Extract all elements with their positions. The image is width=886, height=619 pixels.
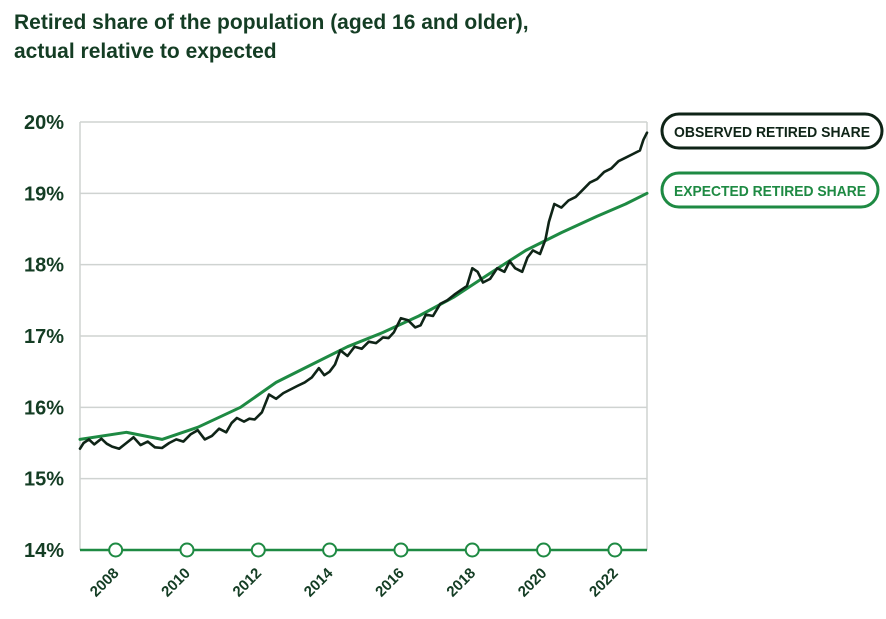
y-tick-label: 14%	[24, 540, 64, 562]
series-lines	[78, 131, 649, 451]
chart-title: Retired share of the population (aged 16…	[14, 8, 654, 66]
x-tick-label: 2008	[87, 565, 123, 601]
series-line-observed	[78, 131, 649, 451]
y-tick-label: 20%	[24, 112, 64, 134]
x-tick-label: 2014	[301, 564, 337, 600]
x-tick-marker	[536, 542, 552, 558]
y-tick-label: 16%	[24, 397, 64, 419]
y-tick-label: 15%	[24, 469, 64, 491]
x-tick-label: 2010	[158, 565, 194, 601]
x-axis: 2008 2010 2012 2014 2016 2018 2020 2022	[80, 542, 647, 601]
chart-title-line-1: Retired share of the population (aged 16…	[14, 11, 529, 34]
x-tick-label: 2018	[443, 565, 479, 601]
chart-title-line-2: actual relative to expected	[14, 40, 277, 63]
legend-label-observed: OBSERVED RETIRED SHARE	[674, 124, 870, 141]
x-tick-label: 2012	[230, 565, 266, 601]
x-tick-label: 2016	[372, 565, 408, 601]
legend-item-expected[interactable]: EXPECTED RETIRED SHARE	[660, 171, 880, 209]
series-line-expected	[78, 191, 649, 441]
x-tick-label: 2020	[515, 565, 551, 601]
x-tick-marker	[464, 542, 480, 558]
x-tick-marker	[393, 542, 409, 558]
x-tick-label: 2022	[586, 565, 622, 601]
legend-box-observed	[660, 112, 884, 150]
x-tick-marker	[250, 542, 266, 558]
grid-lines	[79, 121, 648, 550]
legend-item-observed[interactable]: OBSERVED RETIRED SHARE	[660, 112, 884, 150]
legend-label-expected: EXPECTED RETIRED SHARE	[674, 183, 866, 200]
y-tick-label: 17%	[24, 326, 64, 348]
x-tick-marker	[322, 542, 338, 558]
legend-box-expected	[660, 171, 880, 209]
y-tick-label: 19%	[24, 183, 64, 205]
x-tick-marker	[607, 542, 623, 558]
x-tick-marker	[179, 542, 195, 558]
y-tick-label: 18%	[24, 255, 64, 277]
x-tick-marker	[108, 542, 124, 558]
legend: OBSERVED RETIRED SHARE EXPECTED RETIRED …	[660, 112, 884, 209]
y-axis: 14% 15% 16% 17% 18% 19% 20%	[24, 112, 64, 562]
